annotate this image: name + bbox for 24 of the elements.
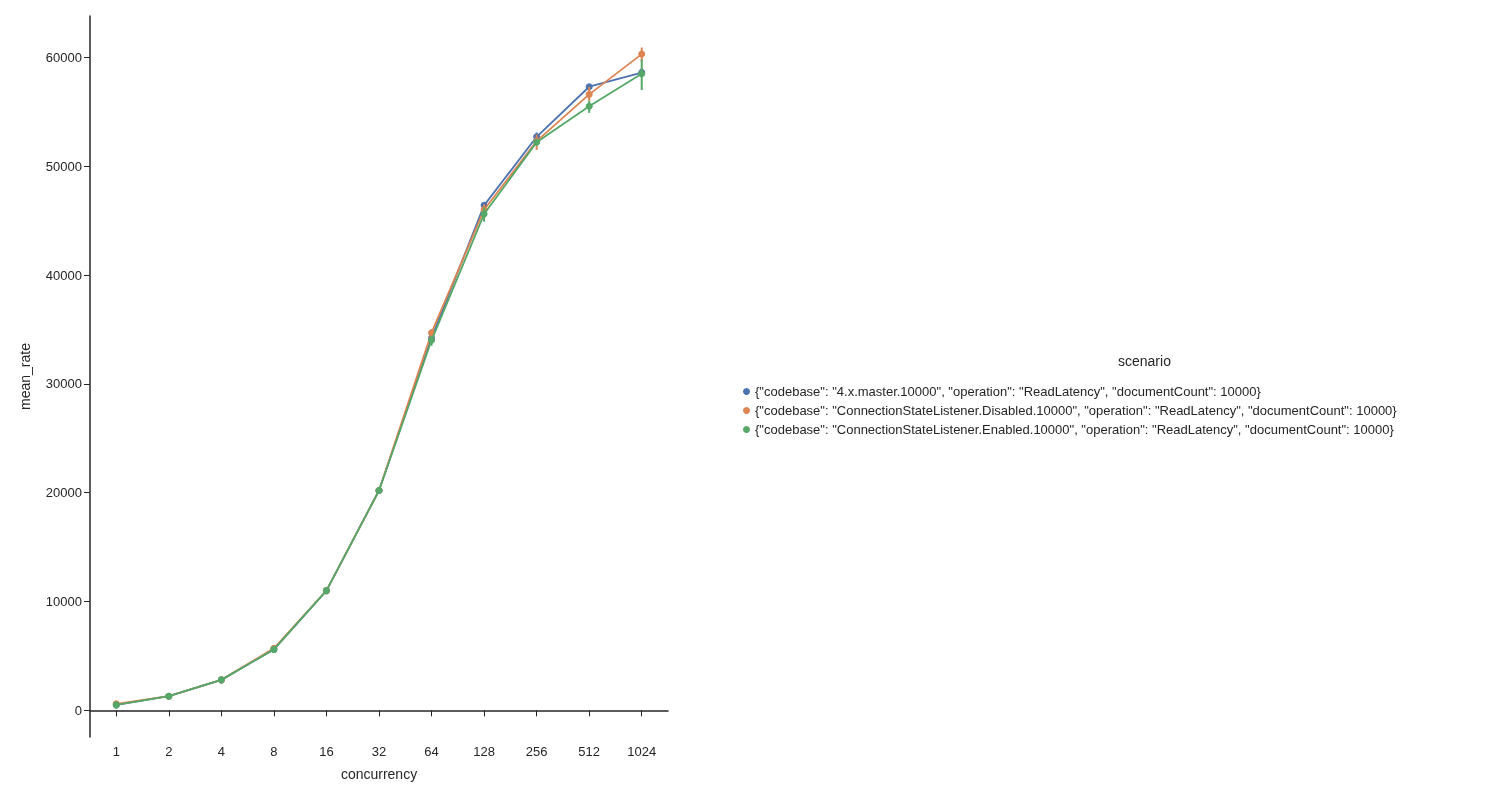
y-axis-title: mean_rate	[17, 342, 33, 410]
x-tick-label: 16	[319, 744, 334, 759]
x-tick-label: 256	[525, 744, 548, 759]
x-tick-label: 4	[217, 744, 225, 759]
legend-label: {"codebase": "4.x.master.10000", "operation": "ReadLatency", "documentCount": 10000}	[755, 384, 1262, 399]
x-tick-label: 32	[371, 744, 387, 759]
y-tick-label: 0	[74, 702, 82, 718]
y-tick-label: 10000	[45, 594, 82, 610]
legend-label: {"codebase": "ConnectionStateListener.Enabled.10000", "operation": "ReadLatency", "documentCount": 10000}	[755, 422, 1395, 437]
y-tick-label: 20000	[45, 485, 82, 501]
x-tick-label: 2	[165, 744, 173, 759]
x-tick-label: 1024	[627, 744, 657, 759]
x-tick-label: 1	[112, 744, 120, 759]
y-tick-label: 30000	[45, 376, 82, 392]
y-tick-label: 60000	[45, 49, 82, 65]
y-tick-label: 50000	[45, 158, 82, 174]
x-tick-label: 128	[473, 744, 495, 759]
x-axis-title: concurrency	[340, 766, 418, 782]
legend-title: scenario	[1118, 353, 1172, 369]
x-tick-label: 8	[270, 744, 278, 759]
legend-label: {"codebase": "ConnectionStateListener.Disabled.10000", "operation": "ReadLatency", "documentCount": 10000}	[755, 403, 1398, 418]
y-tick-label: 40000	[45, 267, 82, 283]
x-tick-label: 512	[578, 744, 601, 759]
x-tick-label: 64	[424, 744, 439, 759]
